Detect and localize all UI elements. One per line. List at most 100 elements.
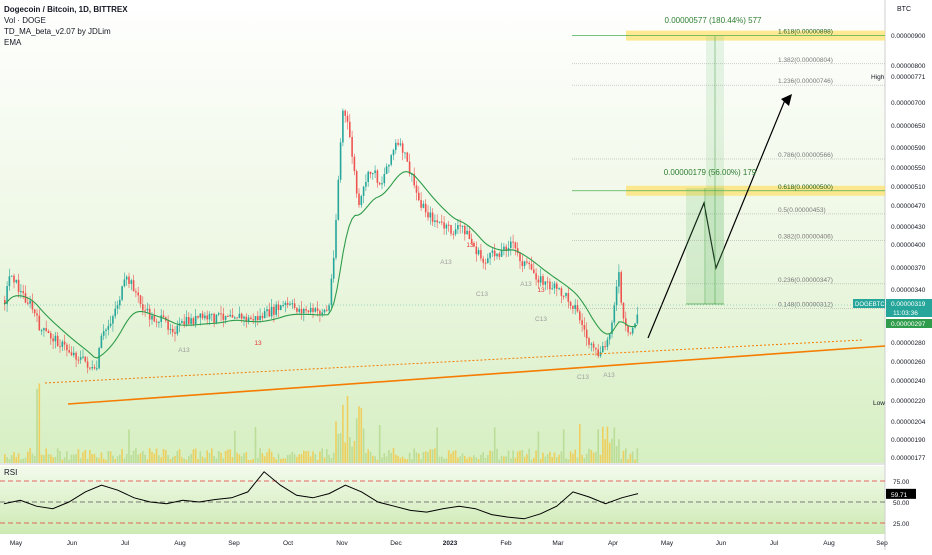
candle-body xyxy=(620,272,622,303)
td-label: C13 xyxy=(476,291,488,298)
candle-body xyxy=(560,288,563,296)
volume-bar xyxy=(17,453,20,463)
candle-body xyxy=(579,311,581,321)
legend-title[interactable]: Dogecoin / Bitcoin, 1D, BITTREX xyxy=(4,5,128,14)
volume-bar xyxy=(521,450,524,463)
volume-bar xyxy=(135,448,137,463)
volume-bar xyxy=(75,454,77,463)
volume-bar xyxy=(613,427,616,463)
candle-body xyxy=(383,174,386,184)
volume-bar xyxy=(615,446,618,463)
candle-body xyxy=(337,179,340,220)
candle-body xyxy=(585,329,588,339)
volume-bar xyxy=(487,455,489,463)
volume-bar xyxy=(245,452,248,463)
volume-bar xyxy=(558,454,560,463)
volume-bar xyxy=(204,458,206,463)
volume-bar xyxy=(576,457,579,463)
symbol-badge: DOGEBTC xyxy=(855,302,885,308)
fib-level-label: 0.786(0.00000566) xyxy=(778,152,833,159)
volume-bar xyxy=(533,457,535,463)
candle-body xyxy=(436,220,438,223)
volume-bar xyxy=(47,454,50,463)
candle-body xyxy=(123,279,126,287)
candle-body xyxy=(388,164,390,167)
candle-body xyxy=(86,361,89,368)
candle-body xyxy=(162,315,165,318)
volume-bar xyxy=(330,458,333,463)
volume-bar xyxy=(27,451,29,463)
candle-body xyxy=(160,315,162,322)
volume-bar xyxy=(604,439,606,463)
volume-bar xyxy=(372,455,374,463)
candle-body xyxy=(606,339,609,347)
volume-bar xyxy=(326,449,328,463)
legend-ema[interactable]: EMA xyxy=(4,38,22,47)
volume-bar xyxy=(59,451,61,463)
volume-bar xyxy=(169,459,172,463)
candle-body xyxy=(77,359,80,361)
candle-body xyxy=(188,317,190,324)
volume-bar xyxy=(211,448,213,463)
candle-body xyxy=(66,344,68,351)
candle-body xyxy=(553,283,556,289)
volume-bar xyxy=(367,449,369,463)
volume-bar xyxy=(530,459,533,463)
candle-body xyxy=(105,329,107,331)
candle-body xyxy=(323,309,326,313)
candle-body xyxy=(491,250,494,253)
candle-body xyxy=(197,315,199,318)
legend-volume[interactable]: Vol · DOGE xyxy=(4,16,46,25)
candle-body xyxy=(305,309,307,311)
candle-body xyxy=(293,303,296,308)
volume-bar xyxy=(50,454,52,463)
legend-indicator[interactable]: TD_MA_beta_v2.07 by JDLim xyxy=(4,27,111,36)
rsi-legend-label[interactable]: RSI xyxy=(4,468,18,477)
volume-bar xyxy=(332,452,335,463)
candle-body xyxy=(636,314,639,324)
candle-body xyxy=(277,304,280,310)
ema-price-badge-bg xyxy=(886,319,932,328)
candle-body xyxy=(130,280,133,284)
target-label-small: 0.00000179 (56.00%) 179 xyxy=(664,168,757,177)
price-tick-label: 0.00000177 xyxy=(891,455,926,462)
volume-bar xyxy=(505,456,507,463)
volume-bar xyxy=(395,454,397,463)
fib-level-label: 1.618(0.00000898) xyxy=(778,29,833,36)
volume-bar xyxy=(121,449,123,463)
candle-body xyxy=(411,173,413,175)
volume-bar xyxy=(339,433,342,463)
volume-bar xyxy=(519,450,521,463)
volume-bar xyxy=(620,459,622,463)
candle-body xyxy=(314,308,317,312)
volume-bar xyxy=(213,456,215,463)
volume-bar xyxy=(13,452,15,463)
price-axis-unit: BTC xyxy=(897,6,911,13)
candle-body xyxy=(397,142,399,145)
candle-body xyxy=(247,317,250,322)
candle-body xyxy=(10,275,13,277)
volume-bar xyxy=(273,457,275,463)
volume-bar xyxy=(174,456,176,463)
volume-bar xyxy=(309,456,312,463)
volume-bar xyxy=(581,455,583,463)
rsi-pane: 75.00 50.00 25.00 59.71 xyxy=(0,471,916,528)
volume-bar xyxy=(608,442,611,463)
candle-body xyxy=(365,182,367,187)
candle-body xyxy=(183,321,185,325)
volume-bar xyxy=(539,458,542,463)
candle-body xyxy=(468,230,471,239)
volume-bar xyxy=(144,454,146,463)
candle-body xyxy=(307,310,310,313)
volume-bar xyxy=(399,458,402,463)
candle-body xyxy=(539,276,542,283)
volume-bar xyxy=(397,455,399,463)
volume-bar xyxy=(181,457,183,463)
candle-body xyxy=(521,261,524,266)
candle-body xyxy=(583,325,586,330)
volume-bar xyxy=(546,454,549,463)
volume-bar xyxy=(91,454,93,463)
volume-bar xyxy=(362,428,365,463)
